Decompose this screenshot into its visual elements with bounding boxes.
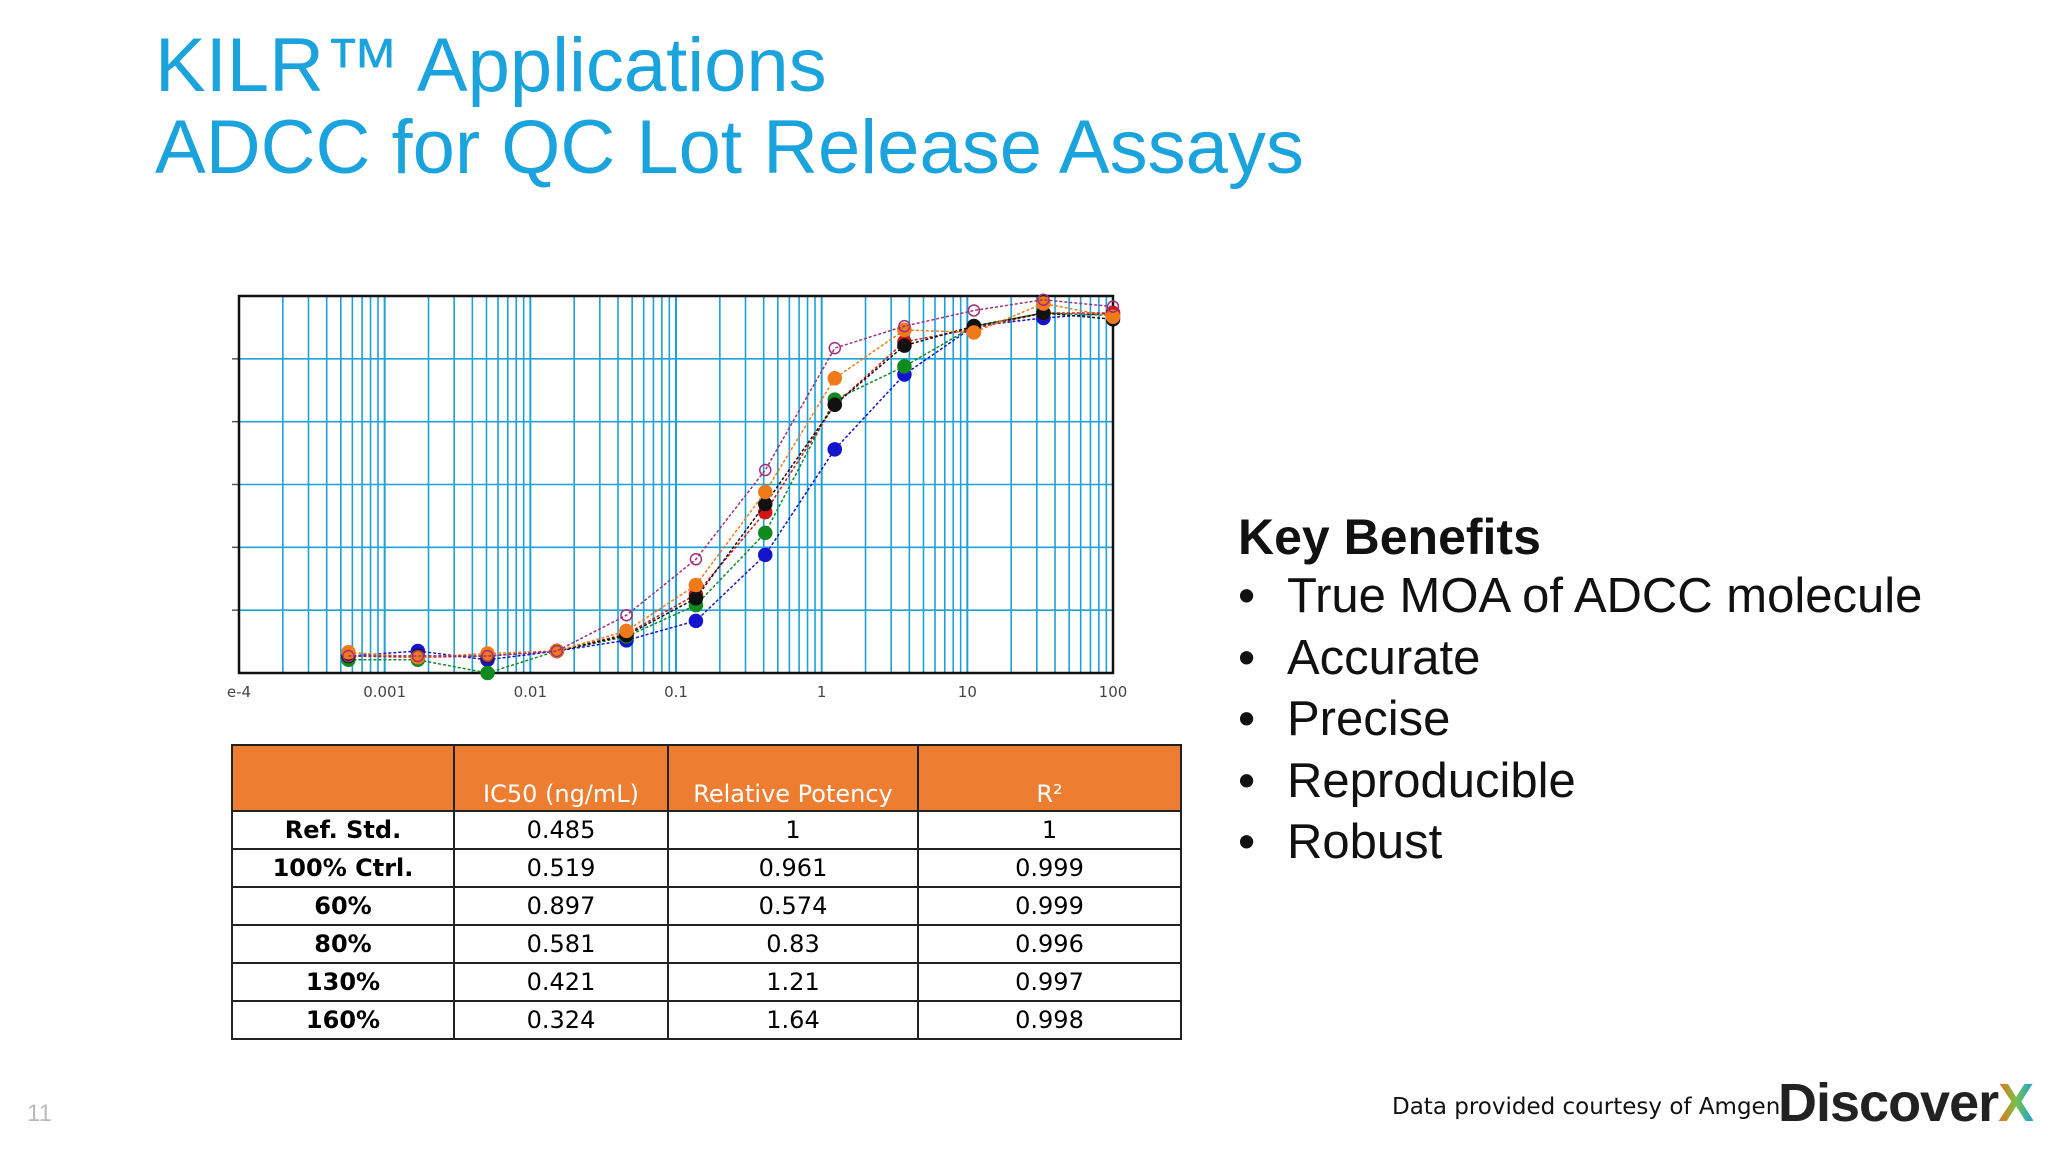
logo: DiscoverX (1778, 1072, 2034, 1134)
data-point (480, 665, 495, 681)
cell: 0.961 (667, 848, 919, 888)
x-tick-label: 10 (958, 683, 977, 701)
table-body: Ref. Std. 0.485 1 1 100% Ctrl. 0.519 0.961 0.99… (231, 810, 1182, 1040)
data-point (620, 608, 633, 622)
data-point (758, 484, 773, 500)
data-point (481, 649, 494, 663)
x-tick-label: 100 (1099, 683, 1128, 701)
benefits-list: True MOA of ADCC moleculeAccuratePrecise… (1238, 566, 1922, 874)
data-point (758, 525, 773, 541)
data-point (341, 645, 356, 660)
data-point (1106, 300, 1120, 313)
logo-text: Discover (1778, 1073, 1999, 1133)
cell: 0.999 (917, 848, 1182, 888)
x-tick-label: e-4 (227, 683, 251, 701)
title-line-1: KILR™ Applications (155, 23, 827, 108)
row-header: 80% (231, 924, 455, 964)
logo-x: X (1998, 1073, 2034, 1133)
benefits-title: Key Benefits (1238, 509, 1541, 565)
table-row: 100% Ctrl. 0.519 0.961 0.999 (231, 848, 1182, 888)
cell: 0.998 (917, 1000, 1182, 1040)
data-point (549, 643, 565, 659)
table-row: 60% 0.897 0.574 0.999 (231, 886, 1182, 926)
table-row: Ref. Std. 0.485 1 1 (231, 810, 1182, 850)
x-tick-label: 0.01 (514, 683, 547, 701)
data-point (897, 338, 912, 353)
cell: 0.996 (917, 924, 1182, 964)
data-point (828, 341, 842, 355)
cell: 0.574 (667, 886, 919, 926)
cell: 0.997 (917, 962, 1182, 1002)
table-row: 80% 0.581 0.83 0.996 (231, 924, 1182, 964)
cell: 1 (917, 810, 1182, 850)
data-point (688, 613, 704, 629)
row-header: 100% Ctrl. (231, 848, 455, 888)
title-line-2: ADCC for QC Lot Release Assays (155, 105, 1304, 190)
cell: 1 (667, 810, 919, 850)
data-point (342, 649, 355, 663)
data-point (411, 649, 425, 663)
cell: 0.519 (453, 848, 669, 888)
data-point (827, 371, 843, 386)
benefit-item: Accurate (1238, 628, 1922, 690)
data-point (827, 397, 843, 412)
x-tick-label: 0.001 (363, 683, 406, 701)
x-tick-label: 0.1 (664, 683, 688, 701)
data-point (758, 547, 773, 563)
cell: 0.485 (453, 810, 669, 850)
benefit-item: True MOA of ADCC molecule (1238, 566, 1922, 628)
cell: 0.999 (917, 886, 1182, 926)
table-row: 160% 0.324 1.64 0.998 (231, 1000, 1182, 1040)
header-cell: Relative Potency (667, 744, 919, 812)
cell: 0.83 (667, 924, 919, 964)
series-line (348, 312, 1114, 661)
cell: 0.897 (453, 886, 669, 926)
chart: e-4 0.001 0.01 0.1 1 10 100 (227, 293, 1128, 701)
series-line (348, 312, 1114, 674)
row-header: 60% (231, 886, 455, 926)
data-point (688, 577, 704, 593)
data-point (898, 319, 911, 333)
data-point (1105, 309, 1121, 324)
data-point (688, 590, 704, 606)
table-header: IC50 (ng/mL) Relative Potency R² (231, 744, 1182, 812)
x-tick-label: 1 (817, 683, 827, 701)
data-point (967, 304, 981, 317)
series-line (348, 302, 1114, 659)
data-point (827, 442, 843, 457)
data-point (1037, 293, 1050, 307)
data-point (897, 322, 912, 338)
row-header: Ref. Std. (231, 810, 455, 850)
data-point (619, 623, 634, 639)
data-point (966, 325, 982, 340)
plot-frame (237, 294, 1115, 675)
row-header: 130% (231, 962, 455, 1002)
data-point (897, 359, 912, 374)
header-cell (231, 744, 455, 812)
data-point (759, 463, 772, 477)
data-point (550, 644, 564, 658)
header-cell: R² (917, 744, 1182, 812)
header-cell: IC50 (ng/mL) (453, 744, 669, 812)
page-number: 11 (27, 1100, 52, 1127)
cell: 0.324 (453, 1000, 669, 1040)
cell: 1.64 (667, 1000, 919, 1040)
cell: 0.421 (453, 962, 669, 1002)
benefit-item: Precise (1238, 689, 1922, 751)
data-point (689, 553, 703, 566)
row-header: 160% (231, 1000, 455, 1040)
benefit-item: Robust (1238, 812, 1922, 874)
series-line (348, 299, 1114, 657)
data-point (758, 496, 773, 512)
footnote: Data provided courtesy of Amgen (1392, 1094, 1781, 1120)
cell: 1.21 (667, 962, 919, 1002)
table-row: 130% 0.421 1.21 0.997 (231, 962, 1182, 1002)
results-table: IC50 (ng/mL) Relative Potency R² Ref. Std.… (231, 744, 1182, 1040)
benefit-item: Reproducible (1238, 751, 1922, 813)
cell: 0.581 (453, 924, 669, 964)
